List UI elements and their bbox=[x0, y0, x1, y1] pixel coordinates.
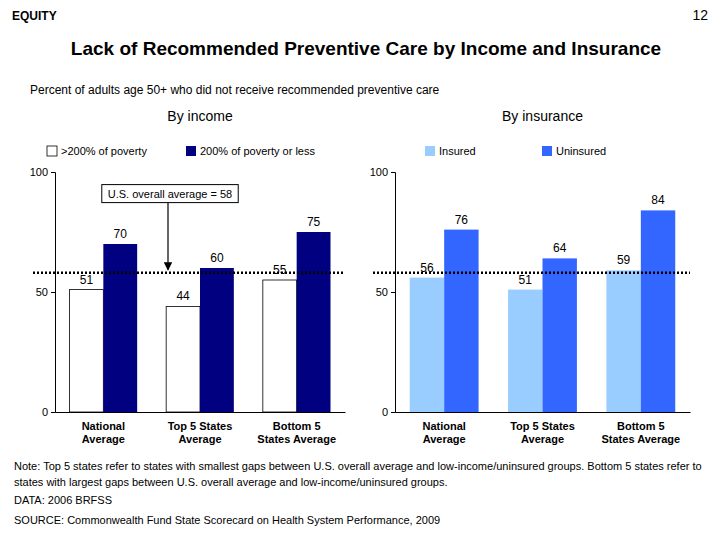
subtitle: Percent of adults age 50+ who did not re… bbox=[30, 83, 440, 97]
x-axis: NationalAverage Top 5 StatesAverage Bottom… bbox=[396, 412, 691, 445]
x-tick: Top 5 StatesAverage bbox=[510, 412, 575, 445]
data-label: 64 bbox=[553, 241, 567, 255]
bar bbox=[103, 244, 137, 412]
page-number: 12 bbox=[692, 7, 708, 23]
y-tick: 50 bbox=[376, 286, 395, 298]
y-tick-label: 0 bbox=[42, 406, 48, 418]
bar bbox=[543, 258, 577, 412]
data-label: 70 bbox=[114, 227, 128, 241]
y-tick: 0 bbox=[382, 406, 395, 418]
x-tick: NationalAverage bbox=[422, 412, 465, 445]
data-label: 76 bbox=[455, 213, 469, 227]
y-axis-line bbox=[51, 173, 56, 413]
data-label: 84 bbox=[651, 193, 665, 207]
section-label: EQUITY bbox=[12, 9, 57, 23]
bars bbox=[70, 232, 331, 412]
data-label: 75 bbox=[307, 215, 321, 229]
legend-swatch bbox=[425, 146, 435, 156]
bar bbox=[200, 268, 234, 412]
legend-label: 200% of poverty or less bbox=[200, 145, 315, 157]
legend-label: Uninsured bbox=[556, 145, 606, 157]
x-axis-line bbox=[396, 412, 691, 413]
bar bbox=[263, 280, 297, 412]
legend-label: >200% of poverty bbox=[61, 145, 147, 157]
source: SOURCE: Commonwealth Fund State Scorecar… bbox=[14, 514, 440, 526]
reference-arrow bbox=[167, 203, 168, 270]
bars bbox=[410, 210, 676, 412]
chart-title: By income bbox=[167, 108, 233, 124]
x-axis-line bbox=[56, 412, 346, 413]
chart-1: By insurance Insured Uninsured 0 50 100 Nation… bbox=[370, 108, 691, 445]
legend-swatch bbox=[186, 146, 196, 156]
bar bbox=[70, 290, 104, 412]
data-labels: 56 51 59 76 64 84 bbox=[420, 193, 665, 286]
bar bbox=[508, 290, 542, 412]
data-label: 55 bbox=[273, 263, 287, 277]
y-tick: 50 bbox=[36, 286, 55, 298]
legend-swatch bbox=[542, 146, 552, 156]
legend-label: Insured bbox=[439, 145, 476, 157]
data-label: 51 bbox=[80, 273, 94, 287]
y-tick-mark bbox=[51, 412, 55, 413]
data-label: 59 bbox=[617, 253, 631, 267]
y-tick: 100 bbox=[370, 166, 395, 178]
data-labels: 51 44 55 70 60 75 bbox=[80, 215, 321, 303]
y-axis-line bbox=[391, 173, 396, 413]
y-tick-mark bbox=[51, 172, 55, 173]
x-tick-label: Bottom 5States Average bbox=[601, 420, 680, 445]
y-tick-mark bbox=[391, 412, 395, 413]
x-tick-label: Top 5 StatesAverage bbox=[510, 420, 575, 445]
bar bbox=[641, 210, 675, 412]
page-canvas: EQUITY 12 Lack of Recommended Preventive C… bbox=[0, 0, 720, 540]
y-axis: 0 50 100 bbox=[30, 166, 56, 418]
bar bbox=[606, 270, 640, 412]
data-source: DATA: 2006 BRFSS bbox=[14, 494, 112, 506]
x-tick-label: NationalAverage bbox=[82, 420, 125, 445]
x-axis: NationalAverage Top 5 StatesAverage Bottom… bbox=[56, 412, 346, 445]
y-tick-mark bbox=[391, 172, 395, 173]
y-tick-mark bbox=[51, 292, 55, 293]
data-label: 44 bbox=[176, 289, 190, 303]
y-tick-label: 0 bbox=[382, 406, 388, 418]
bar bbox=[297, 232, 331, 412]
y-tick-label: 50 bbox=[36, 286, 48, 298]
x-tick-label: NationalAverage bbox=[422, 420, 465, 445]
x-tick: Top 5 StatesAverage bbox=[168, 412, 233, 445]
x-tick: Bottom 5States Average bbox=[601, 412, 680, 445]
legend: Insured Uninsured bbox=[425, 145, 606, 157]
legend: >200% of poverty 200% of poverty or less bbox=[47, 145, 315, 157]
x-tick-label: Bottom 5States Average bbox=[257, 420, 336, 445]
bar bbox=[166, 306, 200, 412]
chart-title: By insurance bbox=[502, 108, 583, 124]
bar bbox=[410, 278, 444, 412]
y-tick-mark bbox=[391, 292, 395, 293]
title: Lack of Recommended Preventive Care by I… bbox=[71, 38, 661, 59]
x-tick: Bottom 5States Average bbox=[257, 412, 336, 445]
data-label: 56 bbox=[420, 261, 434, 275]
legend-swatch bbox=[47, 146, 57, 156]
data-label: 60 bbox=[210, 251, 224, 265]
x-tick: NationalAverage bbox=[82, 412, 125, 445]
x-tick-label: Top 5 StatesAverage bbox=[168, 420, 233, 445]
data-label: 51 bbox=[519, 273, 533, 287]
y-tick-label: 50 bbox=[376, 286, 388, 298]
y-tick: 0 bbox=[42, 406, 55, 418]
chart-0: By income >200% of poverty 200% of poverty… bbox=[30, 108, 346, 445]
y-tick: 100 bbox=[30, 166, 55, 178]
reference-label: U.S. overall average = 58 bbox=[108, 188, 232, 200]
y-axis: 0 50 100 bbox=[370, 166, 396, 418]
note: Note: Top 5 states refer to states with … bbox=[14, 460, 702, 488]
y-tick-label: 100 bbox=[370, 166, 388, 178]
y-tick-label: 100 bbox=[30, 166, 48, 178]
reference-box bbox=[102, 185, 238, 203]
bar bbox=[444, 230, 478, 412]
